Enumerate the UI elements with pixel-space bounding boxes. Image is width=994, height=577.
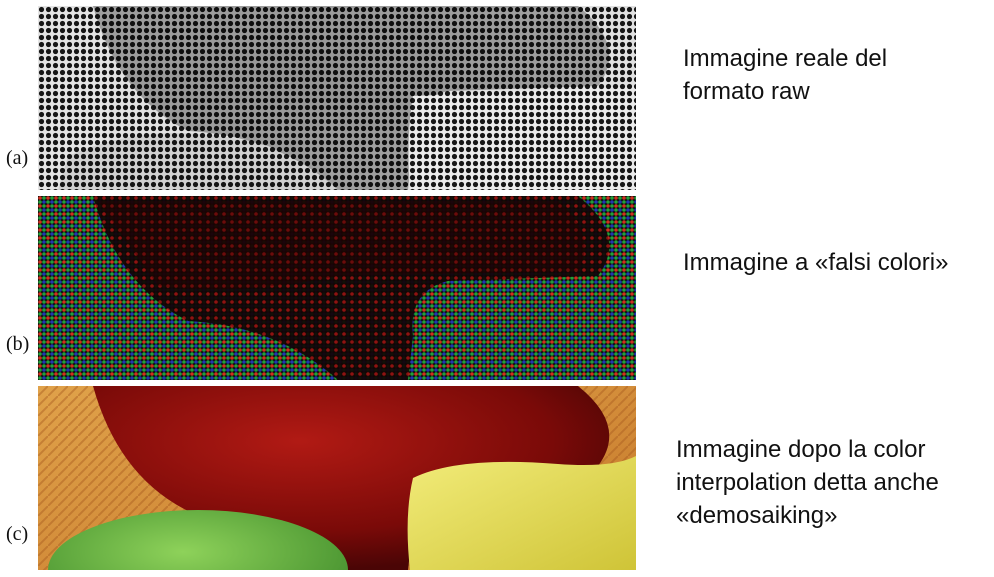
caption-line: Immagine reale del [683, 45, 888, 72]
panel-a-caption: Immagine reale del formato raw [683, 42, 887, 108]
false-color-bayer-image [38, 196, 636, 380]
caption-line: «demosaiking» [676, 502, 838, 529]
caption-line: Immagine dopo la color [676, 436, 926, 463]
panel-b-label: (b) [6, 333, 30, 355]
panel-b-caption: Immagine a «falsi colori» [683, 246, 948, 279]
demosaiced-color-image [38, 386, 636, 570]
caption-line: Immagine a «falsi colori» [683, 249, 949, 276]
panel-c-label: (c) [6, 523, 29, 545]
raw-sensor-image [38, 6, 636, 190]
caption-line: interpolation detta anche [676, 469, 939, 496]
panel-a-label: (a) [6, 147, 29, 169]
caption-line: formato raw [683, 78, 810, 105]
panel-c-caption: Immagine dopo la color interpolation det… [676, 433, 939, 532]
